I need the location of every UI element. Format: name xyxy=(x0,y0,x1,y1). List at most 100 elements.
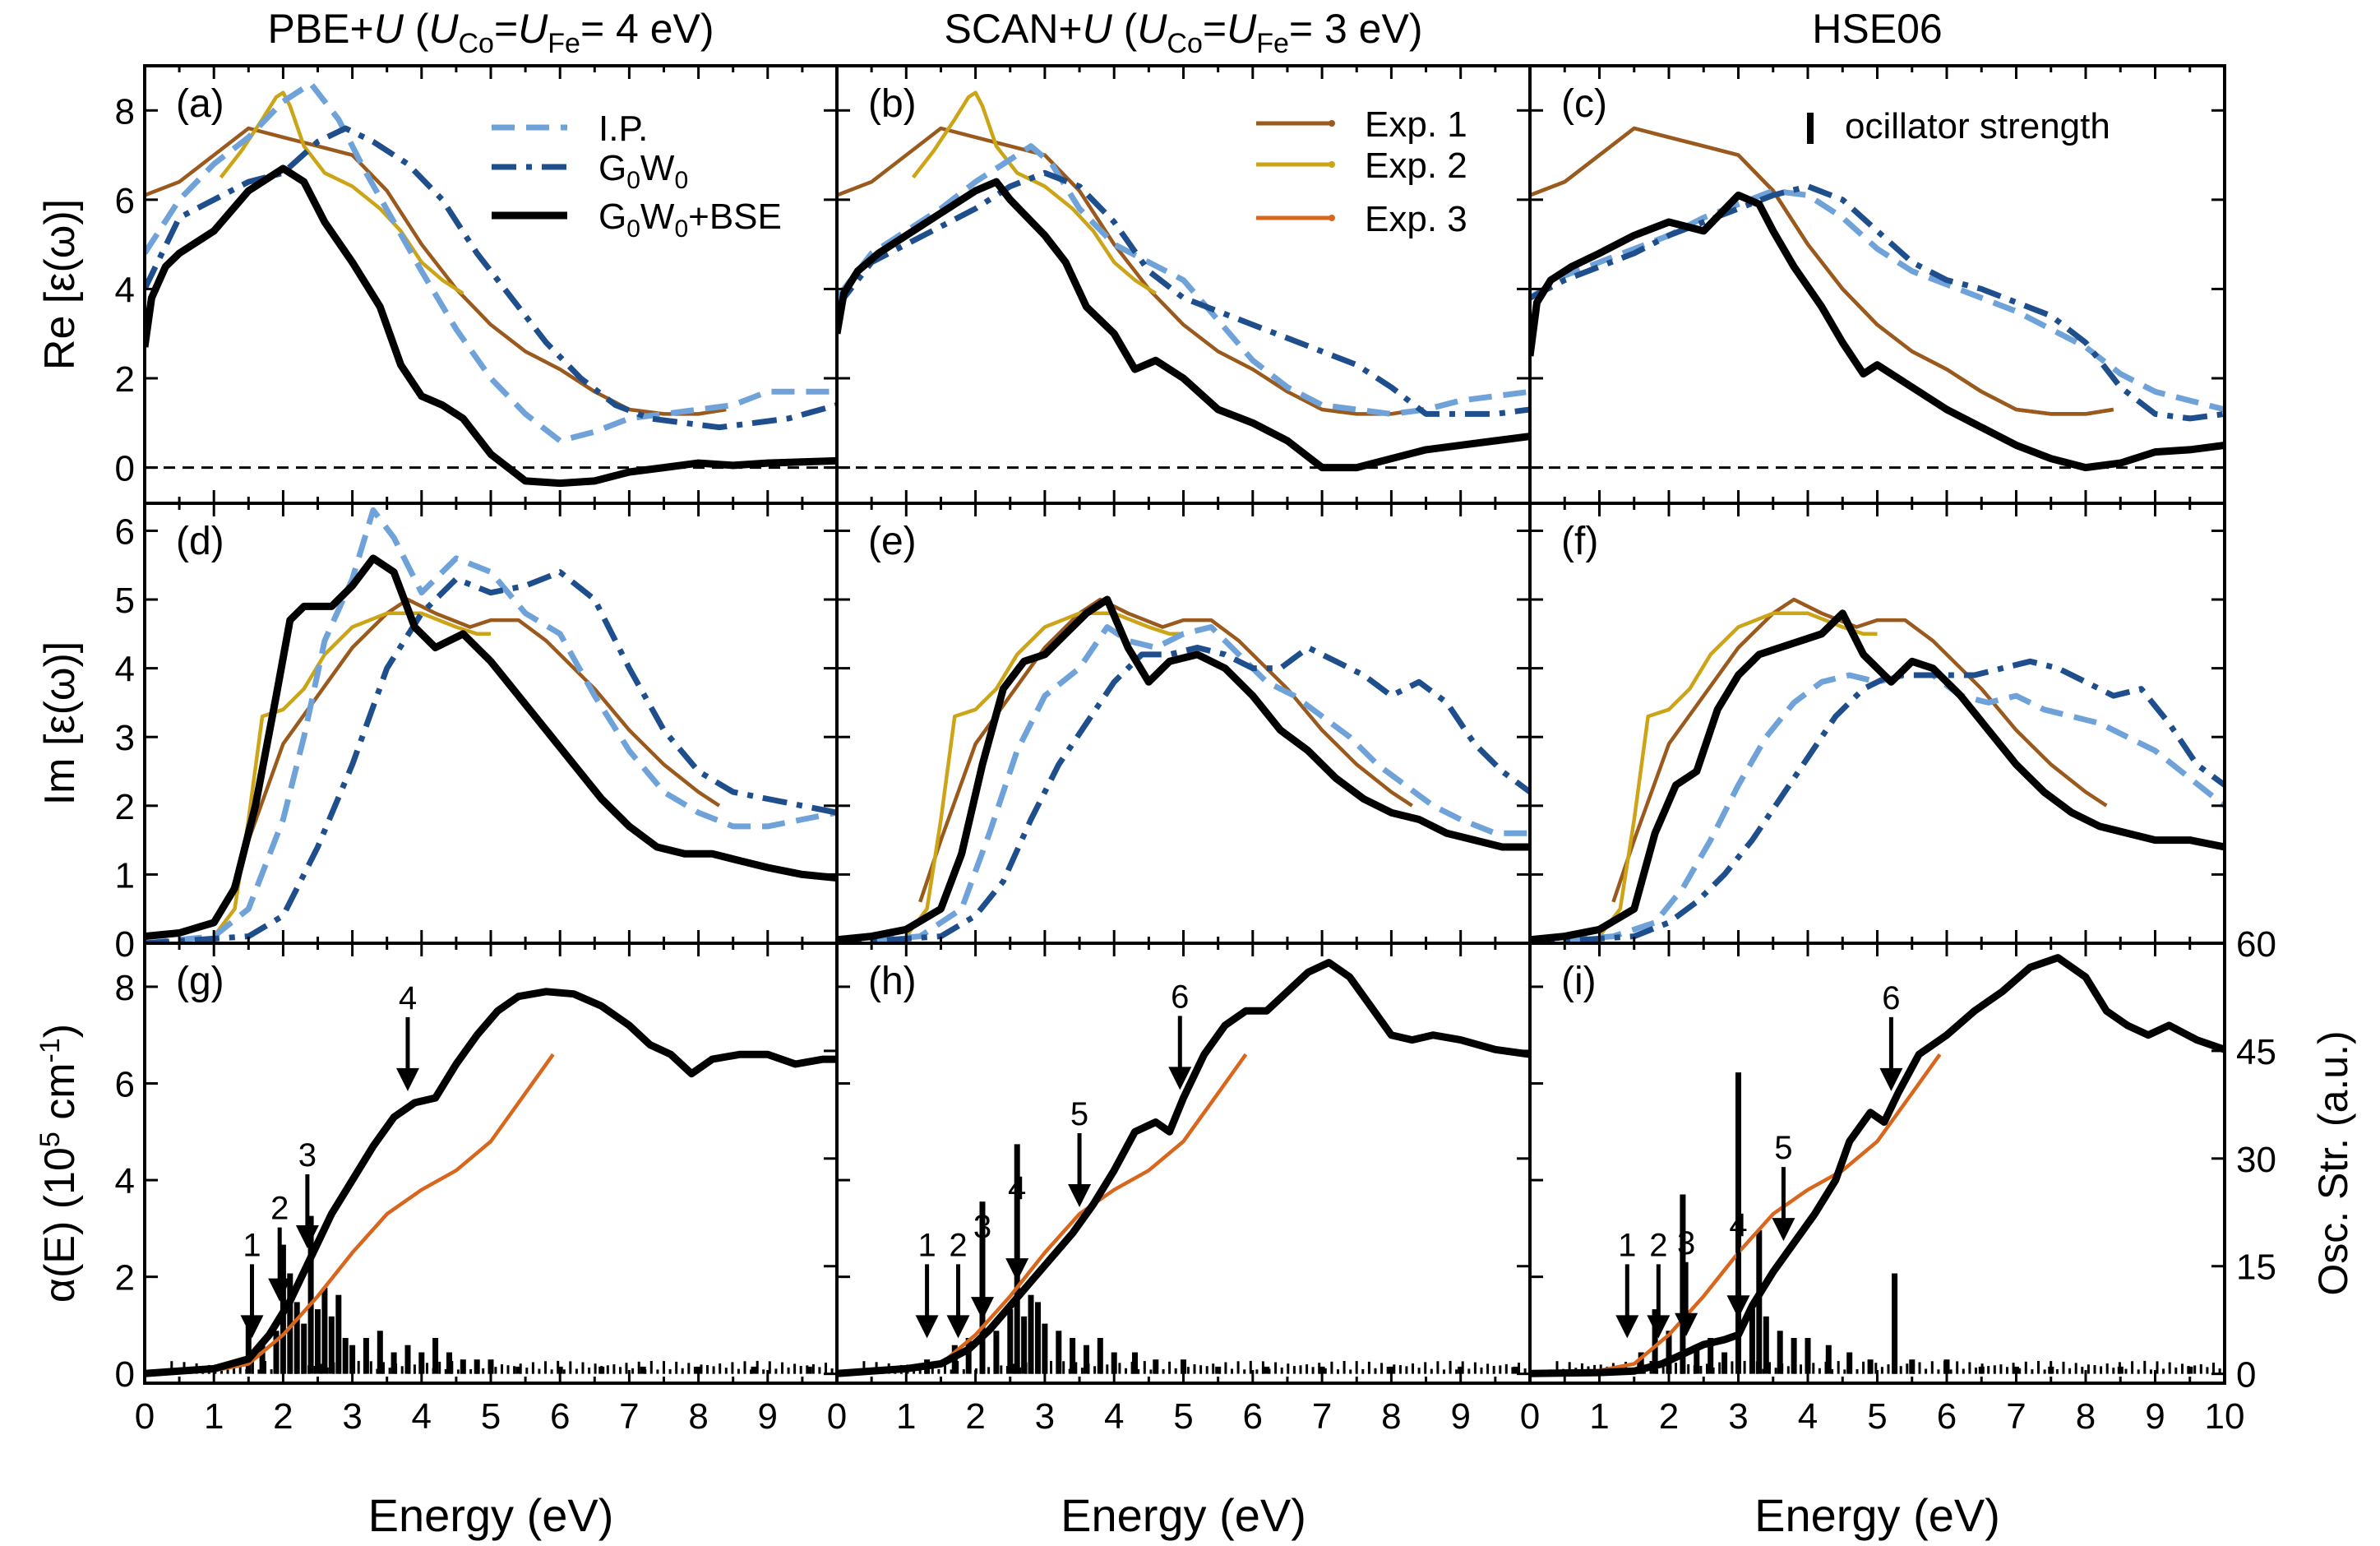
osc-strength-bar xyxy=(338,1368,341,1374)
osc-strength-bar xyxy=(1749,1369,1753,1374)
osc-strength-bar xyxy=(806,1366,812,1374)
osc-strength-bar xyxy=(1000,1365,1003,1374)
y-tick-label: 2 xyxy=(115,1258,135,1298)
osc-strength-bar xyxy=(233,1368,236,1374)
osc-strength-bar xyxy=(811,1363,815,1374)
osc-strength-bar xyxy=(1911,1368,1915,1374)
series-bse-line xyxy=(837,178,1530,472)
y2-tick-label: 60 xyxy=(2236,924,2276,965)
x-tick-label: 0 xyxy=(1520,1396,1540,1437)
osc-strength-bar xyxy=(806,1365,809,1374)
osc-strength-bar xyxy=(2149,1369,2152,1374)
legend-label-exp3: Exp. 3 xyxy=(1365,199,1467,239)
osc-strength-bar xyxy=(1568,1362,1571,1374)
osc-strength-bar xyxy=(1968,1362,1971,1374)
series-ip-line xyxy=(1530,187,2225,413)
osc-strength-bar xyxy=(968,1361,972,1374)
osc-strength-bar xyxy=(1987,1366,1990,1374)
osc-strength-bar xyxy=(1031,1368,1034,1374)
osc-strength-bar xyxy=(1042,1323,1048,1374)
osc-strength-bar xyxy=(1486,1363,1490,1374)
osc-strength-bar xyxy=(506,1365,510,1374)
osc-strength-bar xyxy=(550,1369,553,1374)
series-bse-line xyxy=(837,959,1530,1377)
plot-area xyxy=(145,507,837,943)
osc-strength-bar xyxy=(1518,1363,1520,1374)
osc-strength-bar xyxy=(1393,1364,1396,1374)
series-exp2-line xyxy=(219,90,464,295)
x-tick-label: 1 xyxy=(204,1396,224,1437)
osc-strength-bar xyxy=(460,1359,466,1374)
osc-strength-bar xyxy=(706,1365,709,1374)
osc-strength-bar xyxy=(326,1367,329,1374)
osc-strength-bar xyxy=(569,1361,572,1374)
osc-strength-bar xyxy=(2012,1363,2015,1374)
osc-strength-bar xyxy=(575,1368,578,1374)
osc-strength-bar xyxy=(581,1362,585,1374)
osc-strength-bar xyxy=(2124,1368,2128,1374)
osc-strength-bar xyxy=(981,1363,984,1374)
osc-strength-bar xyxy=(950,1369,953,1374)
osc-strength-bar xyxy=(1513,1366,1519,1374)
series-exp1-line xyxy=(837,126,1420,416)
osc-strength-bar xyxy=(1080,1368,1084,1374)
osc-strength-bar xyxy=(2105,1363,2109,1374)
osc-strength-bar xyxy=(432,1368,435,1374)
x-tick-label: 4 xyxy=(1798,1396,1818,1437)
x-tick-label: 4 xyxy=(1104,1396,1124,1437)
osc-strength-bar xyxy=(1035,1302,1041,1374)
osc-strength-bar xyxy=(170,1361,173,1374)
osc-strength-bar xyxy=(407,1365,410,1374)
x-tick-label: 5 xyxy=(1173,1396,1193,1437)
panel-label: (f) xyxy=(1561,520,1598,563)
osc-strength-bar xyxy=(719,1363,722,1374)
series-bse-line xyxy=(1530,609,2225,943)
legend-label-ip: I.P. xyxy=(598,109,648,149)
osc-strength-bar xyxy=(1125,1368,1127,1374)
osc-strength-bar xyxy=(1680,1194,1686,1374)
osc-strength-bar xyxy=(1899,1366,1902,1374)
osc-strength-bar xyxy=(1212,1363,1215,1374)
osc-strength-bar xyxy=(1825,1345,1832,1374)
osc-strength-bar xyxy=(1461,1361,1464,1374)
series-bse-line xyxy=(145,554,837,941)
legend-label-exp2: Exp. 2 xyxy=(1365,146,1467,186)
arrow-head xyxy=(268,1278,292,1302)
osc-strength-bar xyxy=(1906,1363,1909,1374)
osc-strength-bar xyxy=(712,1366,715,1374)
panel-label: (b) xyxy=(868,82,917,126)
osc-strength-bar xyxy=(293,1302,300,1374)
osc-strength-bar xyxy=(663,1361,665,1374)
arrow-head xyxy=(1068,1183,1092,1207)
osc-strength-bar xyxy=(825,1363,827,1374)
series-exp1-line xyxy=(1530,126,2114,416)
arrow-label: 3 xyxy=(1677,1225,1695,1261)
osc-strength-bar xyxy=(1337,1369,1339,1374)
osc-strength-bar xyxy=(1168,1361,1172,1374)
x-tick-label: 9 xyxy=(758,1396,778,1437)
osc-strength-bar xyxy=(432,1338,439,1374)
osc-strength-bar xyxy=(750,1369,753,1374)
x-tick-label: 10 xyxy=(2205,1396,2245,1437)
legend-swatch-oscillator xyxy=(1807,113,1814,144)
x-tick-label: 8 xyxy=(1381,1396,1401,1437)
osc-strength-bar xyxy=(1880,1367,1883,1374)
osc-strength-bar xyxy=(937,1368,940,1374)
osc-strength-bar xyxy=(276,1361,280,1374)
osc-strength-bar xyxy=(264,1361,266,1374)
osc-strength-bar xyxy=(1749,1309,1755,1374)
osc-strength-bar xyxy=(1708,1338,1714,1374)
osc-strength-bar xyxy=(259,1345,266,1374)
y-tick-label: 3 xyxy=(115,718,135,758)
osc-strength-bar xyxy=(382,1362,385,1374)
y-tick-label: 0 xyxy=(115,449,135,489)
osc-strength-bar xyxy=(1412,1363,1414,1374)
y2-tick-label: 0 xyxy=(2236,1355,2256,1396)
osc-strength-bar xyxy=(363,1369,367,1374)
series-exp2-line xyxy=(911,90,1158,295)
osc-strength-bar xyxy=(2187,1366,2193,1374)
osc-strength-bar xyxy=(830,1368,834,1374)
osc-strength-bar xyxy=(1280,1368,1283,1374)
